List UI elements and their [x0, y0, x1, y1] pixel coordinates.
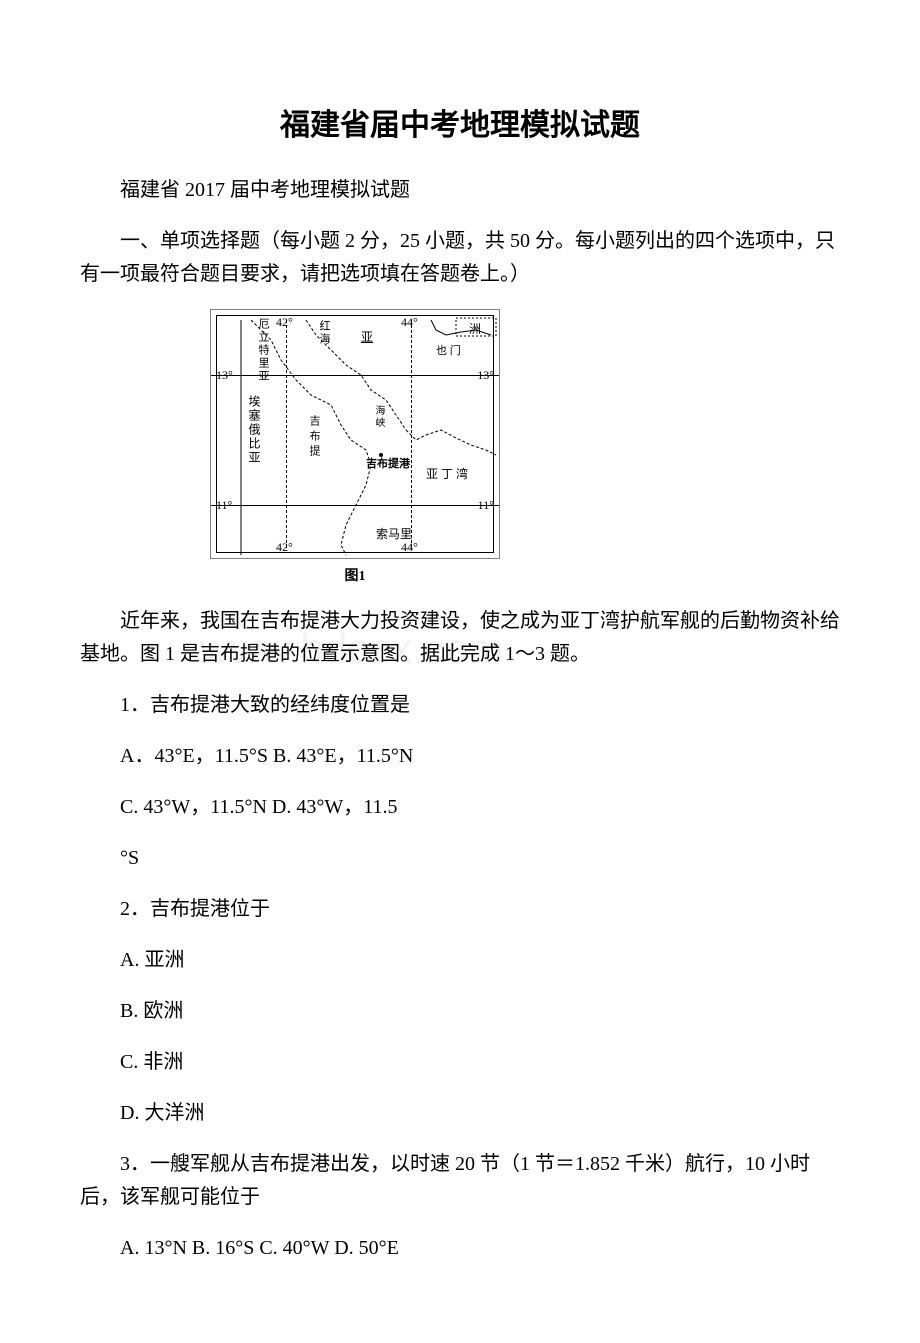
q2-opt-c: C. 非洲 [80, 1046, 840, 1079]
coord-13-right: 13° [477, 368, 494, 383]
map-figure-container: 42° 44° 42° 44° 13° 13° 11° 11° 厄立特里亚 红海… [210, 309, 840, 585]
q1-options-cd: C. 43°W，11.5°N D. 43°W，11.5 [80, 791, 840, 824]
coord-44-top: 44° [401, 315, 418, 330]
label-ethiopia: 埃塞俄比亚 [246, 395, 263, 465]
label-djibouti: 吉布提 [306, 415, 322, 460]
q2-opt-a: A. 亚洲 [80, 944, 840, 977]
q1-options-tail: °S [80, 842, 840, 875]
q2-opt-b: B. 欧洲 [80, 995, 840, 1028]
label-asia-underline: 亚 [361, 328, 373, 345]
label-somalia: 索马里 [376, 525, 412, 542]
label-asia-fill: 洲 [469, 320, 481, 337]
map-content: 42° 44° 42° 44° 13° 13° 11° 11° 厄立特里亚 红海… [211, 310, 499, 558]
coord-44-bottom: 44° [401, 540, 418, 555]
q2-opt-d: D. 大洋洲 [80, 1097, 840, 1130]
page-title: 福建省届中考地理模拟试题 [80, 100, 840, 144]
coord-11-right: 11° [478, 498, 494, 513]
coord-42-top: 42° [276, 315, 293, 330]
q1-stem: 1．吉布提港大致的经纬度位置是 [80, 689, 840, 722]
label-eritrea: 厄立特里亚 [255, 318, 271, 383]
q1-options-ab: A．43°E，11.5°S B. 43°E，11.5°N [80, 740, 840, 773]
coord-42-bottom: 42° [276, 540, 293, 555]
context-paragraph: 近年来，我国在吉布提港大力投资建设，使之成为亚丁湾护航军舰的后勤物资补给基地。图… [80, 605, 840, 671]
label-djibouti-port: 吉布提港 [366, 455, 410, 471]
map-figure: 42° 44° 42° 44° 13° 13° 11° 11° 厄立特里亚 红海… [210, 309, 500, 559]
label-redsea: 红海 [316, 320, 332, 346]
label-yemen: 也 门 [436, 342, 461, 358]
label-strait: 海峡 [371, 405, 386, 429]
coord-11-left: 11° [216, 498, 232, 513]
subtitle: 福建省 2017 届中考地理模拟试题 [80, 174, 840, 207]
map-caption: 图1 [210, 565, 500, 585]
q2-stem: 2．吉布提港位于 [80, 893, 840, 926]
section-instructions: 一、单项选择题（每小题 2 分，25 小题，共 50 分。每小题列出的四个选项中… [80, 225, 840, 291]
q3-options: A. 13°N B. 16°S C. 40°W D. 50°E [80, 1232, 840, 1265]
q3-stem: 3．一艘军舰从吉布提港出发，以时速 20 节（1 节＝1.852 千米）航行，1… [80, 1148, 840, 1214]
coord-13-left: 13° [216, 368, 233, 383]
label-aden: 亚 丁 湾 [426, 465, 468, 482]
